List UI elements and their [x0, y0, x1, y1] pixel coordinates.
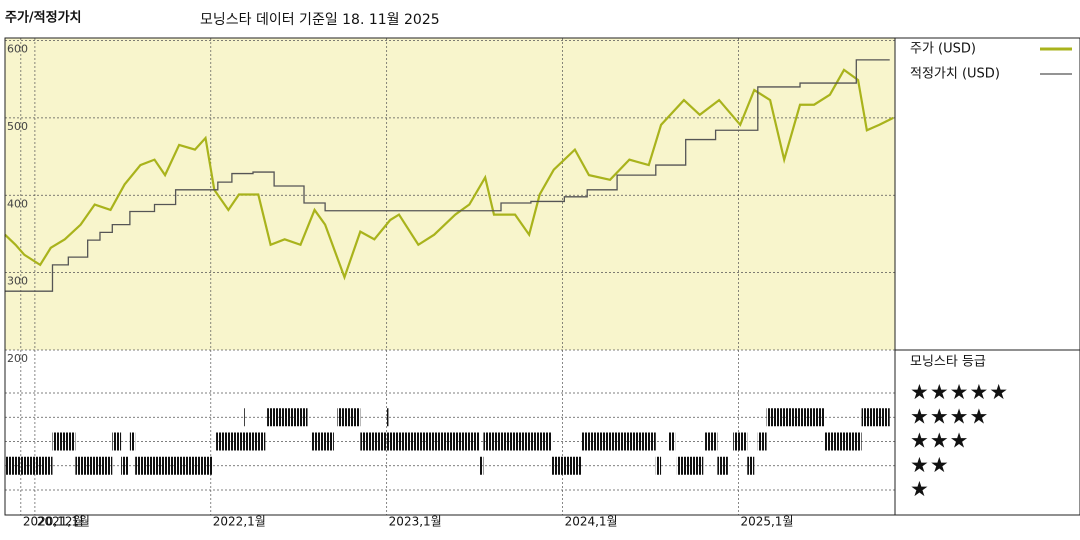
rating-period [757, 432, 767, 451]
frame [4, 37, 1080, 516]
rating-period [112, 432, 122, 451]
rating-label: ★ [910, 477, 930, 501]
rating-period [747, 456, 755, 475]
rating-period [479, 456, 484, 475]
rating-period [244, 408, 246, 427]
y-tick-label: 300 [7, 275, 28, 288]
rating-period [337, 408, 361, 427]
rating-period [766, 408, 825, 427]
rating-period [655, 456, 662, 475]
y-tick-label: 500 [7, 120, 28, 133]
rating-label: ★★★ [910, 429, 969, 453]
plot-background [5, 38, 895, 350]
rating-period [386, 408, 389, 427]
rating-period [717, 456, 728, 475]
legend-label: 적정가치 (USD) [910, 67, 1000, 82]
rating-label: ★★ [910, 453, 950, 477]
x-tick-label: 2023,1월 [389, 515, 442, 529]
rating-period [581, 432, 656, 451]
rating-period [668, 432, 676, 451]
rating-period [267, 408, 308, 427]
chart-subtitle: 모닝스타 데이터 기준일 18. 11월 2025 [200, 12, 440, 28]
rating-label: ★★★★★ [910, 380, 1009, 404]
x-tick-label: 2020,12월 [23, 515, 84, 529]
rating-period [483, 432, 553, 451]
rating-period [861, 408, 890, 427]
rating-period [824, 432, 862, 451]
rating-period [311, 432, 334, 451]
series-line [4, 68, 894, 281]
y-tick-label: 400 [7, 197, 28, 210]
rating-period [75, 456, 113, 475]
rating-label: ★★★★ [910, 404, 989, 428]
rating-period [733, 432, 748, 451]
rating-period [676, 456, 704, 475]
rating-period [129, 432, 136, 451]
rating-period [360, 432, 480, 451]
y-tick-label: 600 [7, 43, 28, 56]
x-tick-label: 2025,1월 [740, 515, 793, 529]
rating-period [121, 456, 129, 475]
x-tick-label: 2024,1월 [565, 515, 618, 529]
rating-title: 모닝스타 등급 [910, 355, 986, 370]
rating-period [552, 456, 582, 475]
y-tick-label: 200 [7, 352, 28, 365]
series-line [5, 59, 890, 292]
rating-period [135, 456, 213, 475]
rating-period [52, 432, 76, 451]
rating-period [705, 432, 718, 451]
legend-label: 주가 (USD) [910, 42, 976, 57]
rating-period [5, 456, 53, 475]
chart-title: 주가/적정가치 [5, 10, 82, 26]
rating-period [216, 432, 266, 451]
x-tick-label: 2021,1월 [37, 515, 90, 529]
x-tick-label: 2022,1월 [213, 515, 266, 529]
